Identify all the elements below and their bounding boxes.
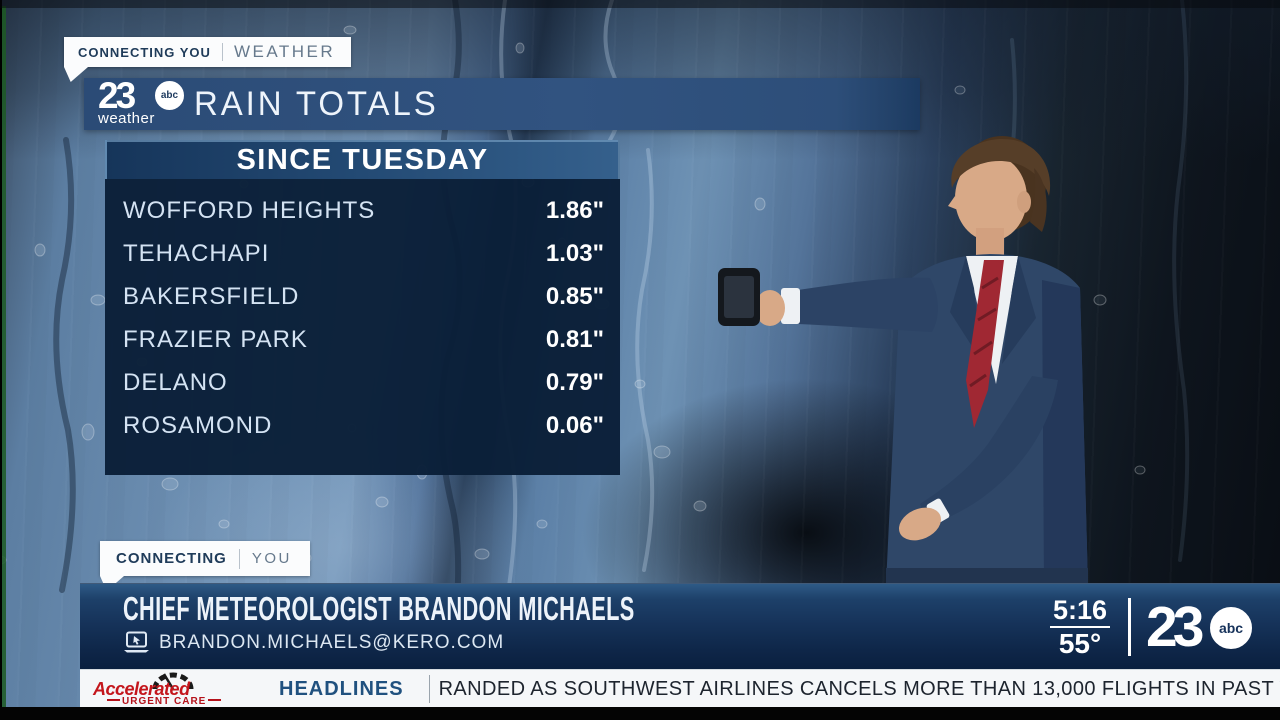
table-row: DELANO 0.79" [123,361,604,404]
time-temp-block: 5:16 55° [1047,594,1113,659]
time-temp-bug: 5:16 55° 23 abc [1047,584,1280,670]
logo-weather-text: weather [98,110,155,127]
city-label: DELANO [123,368,228,396]
rain-totals-table: WOFFORD HEIGHTS 1.86" TEHACHAPI 1.03" BA… [105,179,620,475]
temperature: 55° [1058,627,1102,659]
segment-header-bar: 23 abc weather RAIN TOTALS [84,75,920,130]
clock-time: 5:16 [1052,594,1108,625]
letterbox-bottom [0,707,1280,720]
city-label: WOFFORD HEIGHTS [123,196,376,224]
table-row: FRAZIER PARK 0.81" [123,318,604,361]
table-row: BAKERSFIELD 0.85" [123,275,604,318]
badge-brand-label: CONNECTING YOU [78,44,211,60]
station-bug-logo: 23 abc [1146,598,1252,656]
meteorologist-name: CHIEF METEOROLOGIST BRANDON MICHAELS [123,590,635,627]
rain-value: 0.06" [545,411,604,439]
badge-section-label: WEATHER [233,42,336,61]
bug-divider [1128,598,1131,656]
logo-23-text: 23 [1146,595,1204,659]
headline-ticker: Accelerated URGENT CARE HEADLINES RANDED… [80,669,1280,708]
city-label: TEHACHAPI [123,239,270,267]
rain-value: 0.85" [545,282,604,310]
badge-brand-label: CONNECTING [116,550,227,567]
email-row: BRANDON.MICHAELS@KERO.COM [123,631,898,654]
table-row: TEHACHAPI 1.03" [123,232,604,275]
time-temp-divider [1050,625,1110,628]
segment-title: RAIN TOTALS [194,84,439,123]
sponsor-name: Accelerated [93,679,190,699]
ticker-text: RANDED AS SOUTHWEST AIRLINES CANCELS MOR… [438,677,1280,700]
speedometer-icon [152,672,194,690]
city-label: BAKERSFIELD [123,282,300,310]
video-edge-artifact [2,6,6,707]
sponsor-subtitle: URGENT CARE [105,696,223,707]
laptop-cursor-icon [124,631,149,653]
panel-title: SINCE TUESDAY [105,140,620,179]
abc-circle-logo: abc [155,81,184,110]
rain-value: 1.86" [545,196,604,224]
lower-third-banner: CHIEF METEOROLOGIST BRANDON MICHAELS BRA… [80,583,1280,670]
station-weather-logo: 23 abc weather [98,75,184,128]
rain-value: 1.03" [545,239,604,267]
rain-totals-panel: SINCE TUESDAY WOFFORD HEIGHTS 1.86" TEHA… [105,140,620,475]
badge-divider [238,548,240,569]
table-row: WOFFORD HEIGHTS 1.86" [123,189,604,232]
city-label: ROSAMOND [123,411,273,439]
logo-23-text: 23 [98,75,136,116]
badge-divider [221,43,223,61]
weatherman-photo [718,136,1088,585]
sponsor-logo: Accelerated URGENT CARE [91,670,231,708]
frame-left-edge [0,0,2,720]
rain-value: 0.79" [545,368,604,396]
talent-info: CHIEF METEOROLOGIST BRANDON MICHAELS BRA… [80,584,898,670]
rain-value: 0.81" [545,325,604,353]
badge-section-label: YOU [251,550,292,567]
ticker-divider [428,675,430,703]
email-address: BRANDON.MICHAELS@KERO.COM [159,631,505,653]
table-row: ROSAMOND 0.06" [123,404,604,447]
connecting-you-badge: CONNECTING YOU [100,541,310,591]
abc-circle-logo: abc [1210,607,1252,649]
city-label: FRAZIER PARK [123,325,308,353]
ticker-label: HEADLINES [279,677,404,700]
connecting-you-weather-badge: CONNECTING YOU WEATHER [64,37,352,82]
frame-top-edge [0,0,1280,8]
